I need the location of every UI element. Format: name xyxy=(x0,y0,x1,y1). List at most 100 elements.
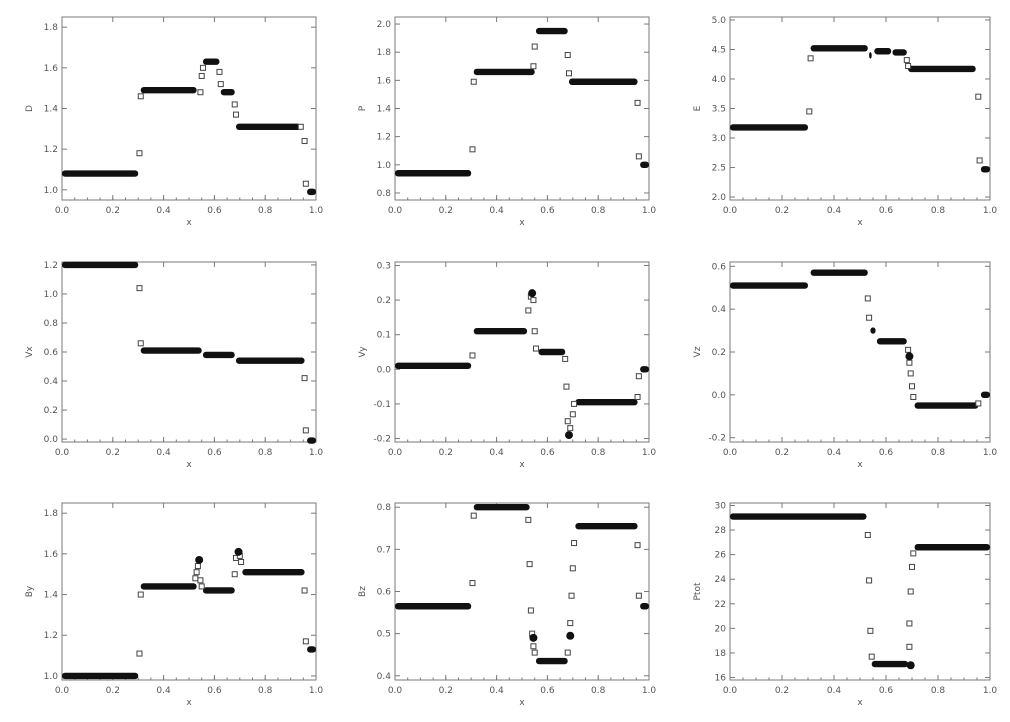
data-point xyxy=(469,146,476,153)
data-point xyxy=(910,550,917,557)
y-tick-label: 0.6 xyxy=(712,262,727,272)
plot-frame xyxy=(729,16,991,201)
data-segment xyxy=(892,49,907,56)
data-point xyxy=(906,643,913,650)
x-tick-label: 0.2 xyxy=(439,206,453,216)
data-segment xyxy=(640,161,649,169)
y-tick-label: 3.0 xyxy=(712,134,727,144)
data-segment xyxy=(235,357,305,364)
data-segment xyxy=(730,513,867,520)
y-tick-label: 18 xyxy=(715,649,727,659)
panel-6: 0.0 0.2 0.4 0.6 0.8 1.0 -0.2 0.0 0.2 0.4 0.6 x Vz xyxy=(693,261,998,470)
y-tick-label: 0.5 xyxy=(377,630,391,640)
x-tick-label: 0.6 xyxy=(879,686,894,696)
data-segment xyxy=(140,347,202,354)
data-point xyxy=(526,561,533,568)
x-axis-label: x xyxy=(519,218,525,228)
y-axis-label: E xyxy=(693,105,703,111)
data-point xyxy=(137,591,144,598)
y-tick-label: -0.2 xyxy=(708,434,726,444)
data-point xyxy=(905,62,912,69)
y-tick-label: 1.2 xyxy=(44,261,58,271)
x-tick-label: 0.6 xyxy=(207,448,222,458)
data-point xyxy=(635,373,642,380)
data-point xyxy=(197,89,204,96)
data-point xyxy=(634,542,641,549)
data-blob xyxy=(529,633,538,642)
y-axis-label: D xyxy=(25,105,35,112)
y-tick-label: 2.0 xyxy=(377,20,392,30)
data-point xyxy=(568,592,575,599)
panel-7: 0.0 0.2 0.4 0.6 0.8 1.0 1.0 1.2 1.4 1.6 1.8 x By xyxy=(25,502,323,708)
x-tick-label: 0.0 xyxy=(55,448,70,458)
x-tick-label: 0.8 xyxy=(591,448,606,458)
y-tick-label: 1.0 xyxy=(377,161,392,171)
y-tick-label: 1.8 xyxy=(44,23,59,33)
y-tick-label: 0.7 xyxy=(377,545,391,555)
x-tick-label: 0.4 xyxy=(827,206,842,216)
panel-9: 0.0 0.2 0.4 0.6 0.8 1.0 16 18 20 22 24 26 28 30 x Ptot xyxy=(693,501,997,708)
x-tick-label: 0.4 xyxy=(489,206,504,216)
data-blob xyxy=(195,555,204,564)
x-tick-label: 0.6 xyxy=(879,448,894,458)
data-point xyxy=(470,78,477,85)
y-axis-label: Vy xyxy=(358,346,368,358)
y-tick-label: 1.6 xyxy=(44,550,59,560)
x-tick-label: 1.0 xyxy=(983,448,998,458)
x-tick-label: 0.0 xyxy=(388,206,403,216)
x-tick-label: 0.2 xyxy=(439,448,453,458)
data-segment xyxy=(395,362,472,370)
data-point xyxy=(217,81,224,88)
y-tick-label: 20 xyxy=(715,624,727,634)
data-segment xyxy=(202,58,220,65)
data-point xyxy=(197,577,204,584)
data-segment xyxy=(473,68,535,76)
x-tick-label: 1.0 xyxy=(642,448,657,458)
x-tick-label: 0.0 xyxy=(723,686,738,696)
data-segment xyxy=(730,124,808,131)
data-point xyxy=(231,571,238,578)
plot-frame xyxy=(61,502,317,681)
data-point xyxy=(569,411,576,418)
data-segment xyxy=(140,87,197,94)
data-segment xyxy=(575,398,638,406)
data-point xyxy=(301,375,308,382)
y-tick-label: 0.2 xyxy=(712,348,726,358)
x-tick-label: 0.4 xyxy=(489,686,504,696)
data-segment xyxy=(307,188,316,196)
x-tick-label: 0.2 xyxy=(106,206,120,216)
data-point xyxy=(194,563,201,570)
data-point xyxy=(564,649,571,656)
y-tick-label: 0.1 xyxy=(377,331,391,341)
x-tick-label: 0.4 xyxy=(156,686,171,696)
y-tick-label: 30 xyxy=(715,501,727,511)
y-tick-label: 1.0 xyxy=(44,186,59,196)
data-segment xyxy=(235,123,301,130)
data-point xyxy=(903,57,910,64)
y-tick-label: 0.8 xyxy=(44,319,59,329)
data-point xyxy=(136,150,143,157)
data-point xyxy=(906,620,913,627)
data-point xyxy=(302,427,309,434)
x-tick-label: 0.6 xyxy=(207,686,222,696)
plot-frame xyxy=(729,261,991,443)
data-point xyxy=(864,531,871,538)
x-axis-label: x xyxy=(519,698,525,708)
x-tick-label: 0.0 xyxy=(723,206,738,216)
x-tick-label: 0.6 xyxy=(540,206,555,216)
data-blob xyxy=(564,431,573,440)
y-tick-label: 0.8 xyxy=(377,189,392,199)
y-tick-label: 24 xyxy=(715,575,727,585)
data-point xyxy=(532,345,539,352)
data-point xyxy=(907,370,914,377)
data-point xyxy=(301,138,308,145)
x-tick-label: 0.4 xyxy=(827,686,842,696)
panel-2: 0.0 0.2 0.4 0.6 0.8 1.0 0.8 1.0 1.2 1.4 1.6 1.8 2.0 x… xyxy=(358,16,656,228)
y-tick-label: 1.4 xyxy=(44,105,59,115)
y-tick-label: 4.0 xyxy=(712,75,727,85)
data-segment xyxy=(640,366,649,373)
data-segment xyxy=(810,269,868,276)
panel-3: 0.0 0.2 0.4 0.6 0.8 1.0 2.0 2.5 3.0 3.5 4.0 4.5 5.0 x… xyxy=(693,16,997,228)
data-segment xyxy=(640,603,649,610)
